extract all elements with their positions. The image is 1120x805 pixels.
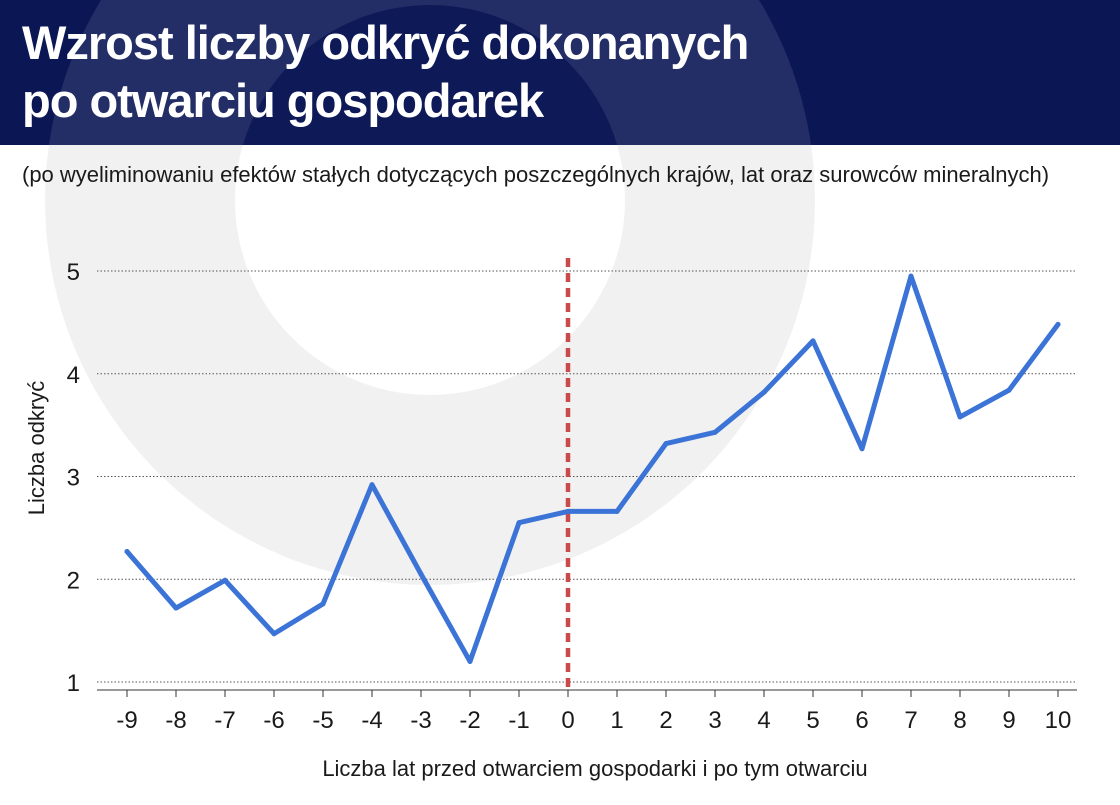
x-tick-label-1: 1 (610, 707, 623, 734)
chart-title: Wzrost liczby odkryć dokonanych po otwar… (22, 14, 749, 130)
data-point-4 (761, 389, 767, 395)
data-point-5 (810, 338, 816, 344)
y-tick-label-4: 4 (67, 362, 80, 389)
data-point-1 (614, 508, 620, 514)
data-point--3 (418, 571, 424, 577)
y-tick-label-3: 3 (67, 465, 80, 492)
data-point-0 (565, 508, 571, 514)
data-point--4 (369, 482, 375, 488)
x-axis (97, 689, 1077, 697)
x-tick-label-7: 7 (904, 707, 917, 734)
chart-title-line1: Wzrost liczby odkryć dokonanych (22, 16, 749, 69)
data-point--8 (173, 605, 179, 611)
data-point-6 (859, 446, 865, 452)
x-tick-label--6: -6 (263, 707, 284, 734)
data-point--2 (467, 658, 473, 664)
y-axis-title: Liczba odkryć (24, 381, 49, 516)
data-point--6 (271, 631, 277, 637)
data-point-8 (957, 414, 963, 420)
data-point-3 (712, 429, 718, 435)
data-point-9 (1006, 387, 1012, 393)
x-tick-label-3: 3 (708, 707, 721, 734)
y-tick-label-1: 1 (67, 670, 80, 697)
y-tick-label-2: 2 (67, 567, 80, 594)
x-tick-label--9: -9 (116, 707, 137, 734)
data-point--7 (222, 577, 228, 583)
y-tick-label-5: 5 (67, 259, 80, 286)
series-layer (124, 273, 1061, 664)
chart-title-line2: po otwarciu gospodarek (22, 74, 544, 127)
x-tick-label--8: -8 (165, 707, 186, 734)
x-tick-label--3: -3 (410, 707, 431, 734)
y-tick-labels: 1 2 3 4 5 (67, 259, 80, 697)
x-tick-label--7: -7 (214, 707, 235, 734)
x-tick-label--2: -2 (459, 707, 480, 734)
x-tick-label-6: 6 (855, 707, 868, 734)
data-point-2 (663, 441, 669, 447)
x-axis-title: Liczba lat przed otwarciem gospodarki i … (322, 756, 867, 781)
x-tick-label--5: -5 (312, 707, 333, 734)
data-point--1 (516, 520, 522, 526)
x-tick-label-9: 9 (1002, 707, 1015, 734)
x-tick-label-10: 10 (1045, 707, 1072, 734)
series-line-0 (124, 273, 1061, 664)
x-tick-label-2: 2 (659, 707, 672, 734)
header-banner: Wzrost liczby odkryć dokonanych po otwar… (0, 0, 1120, 145)
x-tick-label-4: 4 (757, 707, 770, 734)
x-tick-label-0: 0 (561, 707, 574, 734)
x-tick-labels: -9 -8 -7 -6 -5 -4 -3 -2 -1 0 1 2 3 4 5 6 7 8 9 10 (116, 707, 1071, 734)
chart-subtitle: (po wyeliminowaniu efektów stałych dotyc… (22, 162, 1050, 187)
x-tick-label--4: -4 (361, 707, 382, 734)
data-point--9 (124, 549, 130, 555)
x-tick-label-5: 5 (806, 707, 819, 734)
x-tick-label-8: 8 (953, 707, 966, 734)
x-tick-label--1: -1 (508, 707, 529, 734)
data-point-10 (1055, 321, 1061, 327)
grid-lines (97, 270, 1077, 683)
data-point--5 (320, 601, 326, 607)
data-point-7 (908, 273, 914, 279)
